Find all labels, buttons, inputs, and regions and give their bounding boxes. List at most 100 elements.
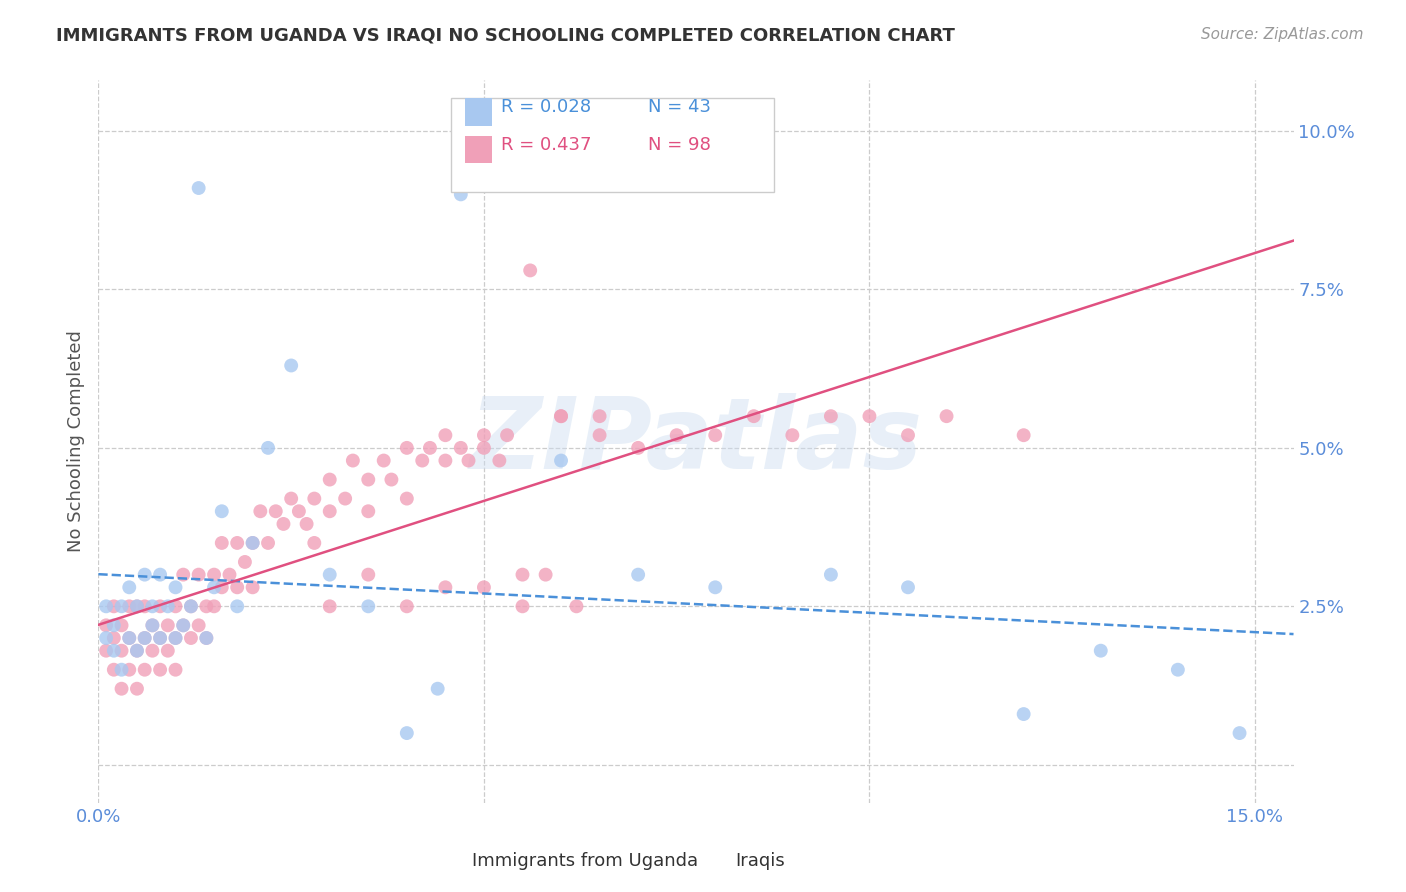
Point [156, 643, 179, 657]
Point [125, 599, 148, 614]
Point [395, 599, 418, 614]
Point [211, 580, 233, 594]
Point [141, 643, 163, 657]
Point [110, 681, 132, 696]
Point [897, 428, 920, 442]
Point [434, 453, 457, 467]
Point [704, 580, 727, 594]
Point [149, 663, 172, 677]
Point [211, 504, 233, 518]
Point [588, 428, 610, 442]
Bar [465, 136, 492, 163]
Point [211, 536, 233, 550]
Point [565, 599, 588, 614]
Point [242, 536, 264, 550]
Point [935, 409, 957, 424]
Point [411, 453, 433, 467]
Point [249, 504, 271, 518]
Point [395, 726, 418, 740]
Point [94, 599, 117, 614]
Text: R = 0.437: R = 0.437 [501, 136, 592, 154]
Point [782, 428, 804, 442]
Point [149, 631, 172, 645]
Point [288, 504, 311, 518]
Point [125, 681, 148, 696]
Text: Immigrants from Uganda: Immigrants from Uganda [472, 852, 699, 870]
Point [195, 599, 218, 614]
Point [103, 599, 125, 614]
Point [273, 516, 295, 531]
Point [820, 567, 842, 582]
Point [319, 599, 342, 614]
Point [304, 536, 326, 550]
Point [187, 567, 209, 582]
Point [395, 441, 418, 455]
Point [110, 618, 132, 632]
Point [125, 643, 148, 657]
Point [588, 409, 610, 424]
Point [704, 428, 727, 442]
Point [202, 567, 225, 582]
Point [118, 599, 141, 614]
Point [226, 599, 249, 614]
Point [242, 580, 264, 594]
Point [357, 504, 380, 518]
Point [357, 599, 380, 614]
Point [457, 453, 479, 467]
Point [426, 681, 449, 696]
Point [897, 580, 920, 594]
Point [820, 409, 842, 424]
Point [165, 599, 187, 614]
Point [172, 618, 194, 632]
Point [103, 643, 125, 657]
Point [434, 428, 457, 442]
Point [488, 453, 510, 467]
Point [450, 187, 472, 202]
Bar [465, 98, 492, 126]
Point [141, 599, 163, 614]
Y-axis label: No Schooling Completed: No Schooling Completed [66, 331, 84, 552]
Point [665, 428, 688, 442]
Point [195, 631, 218, 645]
Point [226, 580, 249, 594]
Point [627, 441, 650, 455]
Point [156, 599, 179, 614]
Point [202, 580, 225, 594]
Point [141, 618, 163, 632]
Point [519, 263, 541, 277]
Point [110, 599, 132, 614]
Point [165, 631, 187, 645]
Point [94, 631, 117, 645]
Text: IMMIGRANTS FROM UGANDA VS IRAQI NO SCHOOLING COMPLETED CORRELATION CHART: IMMIGRANTS FROM UGANDA VS IRAQI NO SCHOO… [56, 27, 955, 45]
Point [450, 441, 472, 455]
Point [1012, 428, 1035, 442]
Point [187, 618, 209, 632]
Point [342, 453, 364, 467]
Point [195, 631, 218, 645]
Point [233, 555, 256, 569]
Text: N = 98: N = 98 [648, 136, 711, 154]
Point [280, 359, 302, 373]
Point [125, 599, 148, 614]
Point [125, 643, 148, 657]
Point [180, 599, 202, 614]
Point [118, 631, 141, 645]
Text: Iraqis: Iraqis [735, 852, 785, 870]
Point [103, 631, 125, 645]
Point [165, 631, 187, 645]
Point [295, 516, 318, 531]
Text: ZIPatlas: ZIPatlas [470, 393, 922, 490]
Point [94, 618, 117, 632]
Point [534, 567, 557, 582]
Point [149, 599, 172, 614]
Point [1229, 726, 1251, 740]
Point [187, 181, 209, 195]
Point [218, 567, 240, 582]
Point [103, 663, 125, 677]
Bar [433, 850, 463, 871]
Point [357, 473, 380, 487]
Point [165, 663, 187, 677]
Point [550, 453, 572, 467]
Bar [696, 850, 725, 871]
Point [156, 618, 179, 632]
